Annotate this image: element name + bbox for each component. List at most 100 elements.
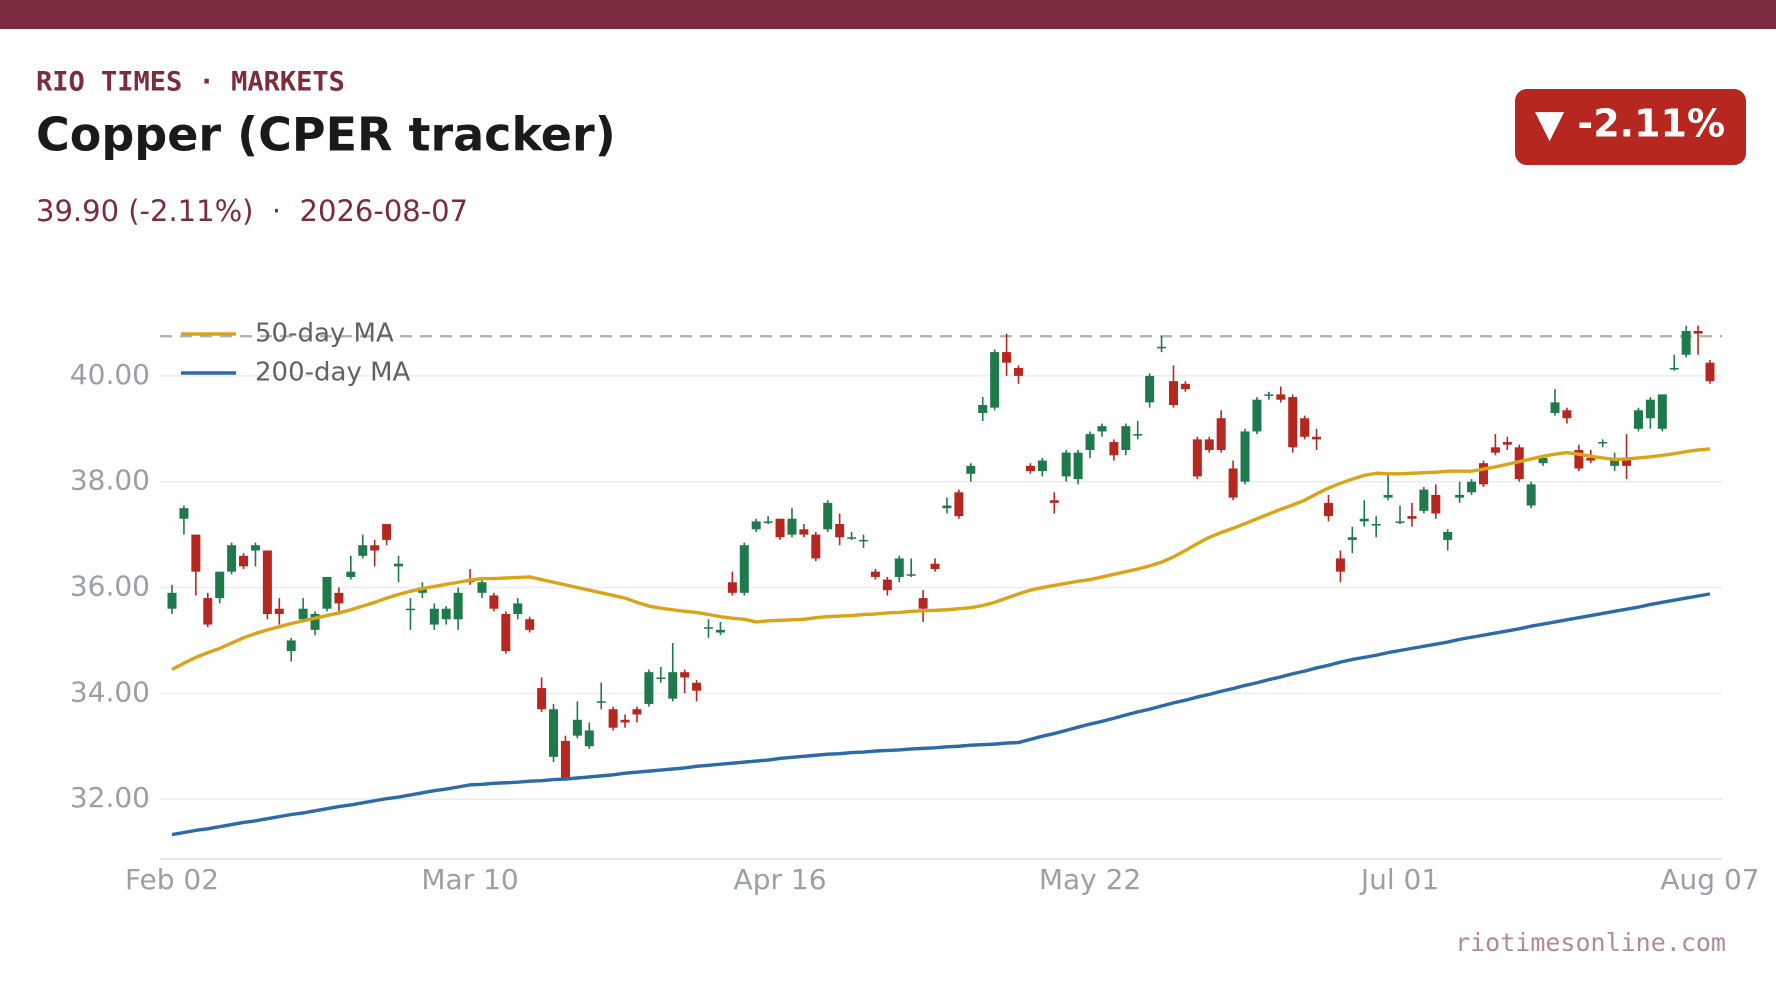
candle-body: [1538, 457, 1548, 464]
candle-body: [537, 688, 547, 710]
candle-body: [1455, 494, 1465, 498]
candle-body: [453, 592, 463, 620]
candle-body: [525, 619, 535, 630]
candle-body: [608, 709, 618, 728]
candle-body: [1228, 468, 1238, 498]
x-tick-label: May 22: [1039, 863, 1141, 896]
candle-body: [1002, 352, 1012, 363]
candle-body: [1145, 375, 1155, 403]
candle-body: [1633, 410, 1643, 429]
x-tick-label: Feb 02: [125, 863, 219, 896]
candle-body: [1312, 436, 1322, 440]
candle-body: [954, 492, 964, 517]
candle-body: [715, 629, 725, 633]
candle-body: [1645, 399, 1655, 419]
candle-body: [1610, 460, 1620, 466]
candle-body: [1025, 465, 1035, 472]
candle-body: [1550, 402, 1560, 413]
candle-body: [882, 579, 892, 591]
candle-body: [835, 524, 845, 538]
y-tick-label: 36.00: [70, 570, 150, 603]
candle-body: [203, 598, 213, 625]
candle-body: [1335, 558, 1345, 572]
candle-body: [1121, 426, 1131, 450]
candle-body: [239, 555, 249, 567]
candle-body: [859, 539, 869, 542]
top-bar: [0, 0, 1776, 29]
candle-body: [1502, 442, 1512, 445]
candle-body: [1323, 502, 1333, 517]
candle-body: [274, 608, 284, 614]
candle-body: [596, 701, 606, 703]
candle-body: [1288, 397, 1298, 448]
candle-body: [1598, 442, 1608, 444]
ma-line: [171, 592, 1711, 837]
candle-body: [1407, 516, 1417, 519]
candle-body: [1013, 367, 1023, 376]
candle-body: [1180, 383, 1190, 390]
candle-body: [322, 576, 332, 609]
candle-body: [727, 582, 737, 593]
candle-body: [382, 524, 392, 540]
candle-body: [1061, 452, 1071, 477]
candle-body: [489, 595, 499, 609]
candle-body: [1192, 439, 1202, 477]
candle-body: [584, 730, 594, 747]
candle-body: [1443, 531, 1453, 540]
candle-body: [1371, 524, 1381, 526]
candle-body: [1109, 442, 1119, 456]
footer-source: riotimesonline.com: [1455, 928, 1726, 957]
candle-body: [739, 545, 749, 593]
candle-body: [1586, 457, 1596, 461]
candle-body: [1526, 484, 1536, 506]
subtitle: 39.90 (-2.11%) · 2026-08-07: [36, 194, 468, 228]
candle-body: [310, 613, 320, 630]
candle-body: [298, 608, 308, 620]
candle-body: [1347, 537, 1357, 540]
candle-body: [1681, 330, 1691, 355]
candle-body: [1264, 394, 1274, 396]
candle-body: [572, 719, 582, 736]
candle-body: [1252, 399, 1262, 432]
candle-body: [286, 640, 296, 652]
x-tick-label: Apr 16: [734, 863, 827, 896]
candle-body: [501, 613, 511, 652]
candle-body: [1133, 434, 1143, 436]
candle-body: [1359, 518, 1369, 522]
candle-body: [930, 563, 940, 570]
candle-body: [763, 521, 773, 523]
candle-body: [1669, 367, 1679, 370]
candle-body: [429, 608, 439, 625]
candle-body: [906, 574, 916, 576]
candle-body: [990, 352, 1000, 408]
candle-body: [894, 558, 904, 577]
candle-body: [394, 563, 404, 567]
candle-body: [1300, 418, 1310, 437]
candle-body: [918, 598, 928, 609]
candle-body: [799, 529, 809, 535]
candle-body: [1240, 431, 1250, 482]
candle-body: [942, 505, 952, 509]
badge-text: ▼ -2.11%: [1535, 102, 1725, 146]
candle-body: [441, 608, 451, 620]
candle-body: [811, 534, 821, 559]
candle-body: [668, 672, 678, 699]
candle-body: [847, 537, 857, 539]
candle-body: [870, 571, 880, 577]
candle-body: [775, 518, 785, 538]
candle-body: [1693, 330, 1703, 334]
candle-body: [1657, 394, 1667, 429]
candle-body: [632, 709, 642, 715]
candle-body: [334, 592, 344, 604]
candle-body: [1490, 447, 1500, 453]
candle-body: [215, 571, 225, 599]
y-tick-label: 32.00: [70, 781, 150, 814]
candle-body: [346, 571, 356, 577]
candle-body: [262, 550, 272, 614]
candle-body: [620, 719, 630, 723]
y-tick-label: 40.00: [70, 358, 150, 391]
change-badge: [1515, 89, 1746, 165]
candle-body: [477, 582, 487, 593]
candle-body: [191, 534, 201, 572]
